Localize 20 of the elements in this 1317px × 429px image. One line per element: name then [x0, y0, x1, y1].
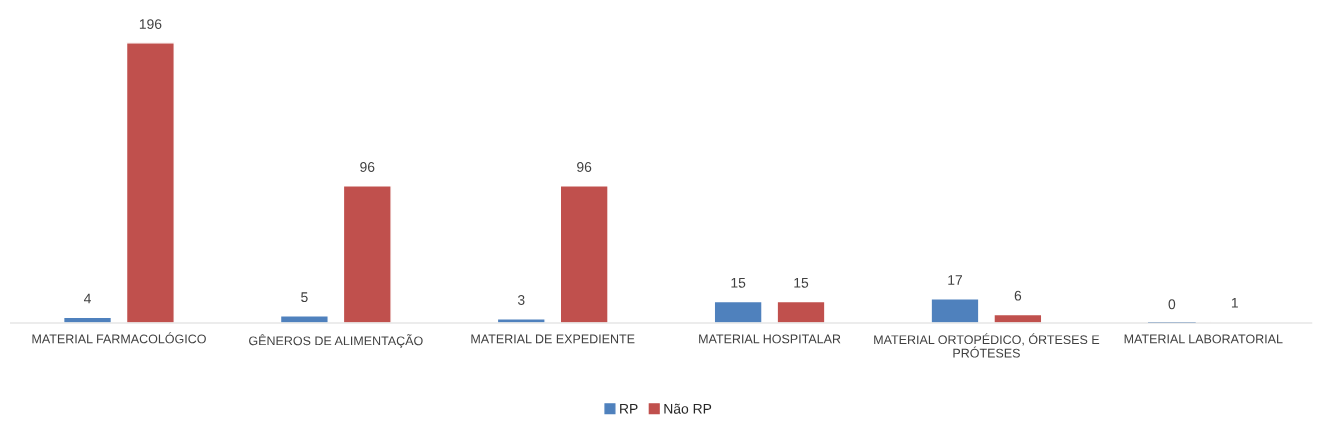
data-label: 6 [1014, 290, 1022, 301]
x-tick-label: MATERIAL LABORATORIAL [1124, 334, 1283, 344]
x-tick-label: MATERIAL HOSPITALAR [699, 334, 841, 344]
x-tick-label: MATERIAL FARMACOLÓGICO [32, 332, 206, 344]
x-tick-label: GÊNEROS DE ALIMENTAÇÃO [249, 334, 423, 348]
data-label: 0 [1168, 299, 1176, 310]
data-label: 15 [731, 278, 746, 288]
legend-label: RP [620, 404, 638, 414]
data-label: 196 [139, 19, 162, 29]
legend-label: Não RP [664, 403, 712, 414]
data-label: 3 [517, 295, 525, 305]
x-tick-label: MATERIAL ORTOPÉDICO, ÓRTESES E PRÓTESES [874, 333, 1100, 358]
data-label: 17 [948, 275, 963, 285]
data-label: 4 [83, 293, 91, 304]
data-label: 15 [794, 278, 809, 288]
data-label: 96 [577, 162, 592, 172]
x-tick-label: MATERIAL DE EXPEDIENTE [471, 334, 635, 344]
data-label: 1 [1231, 298, 1238, 308]
data-label: 5 [301, 292, 308, 303]
data-label: 96 [360, 162, 375, 172]
